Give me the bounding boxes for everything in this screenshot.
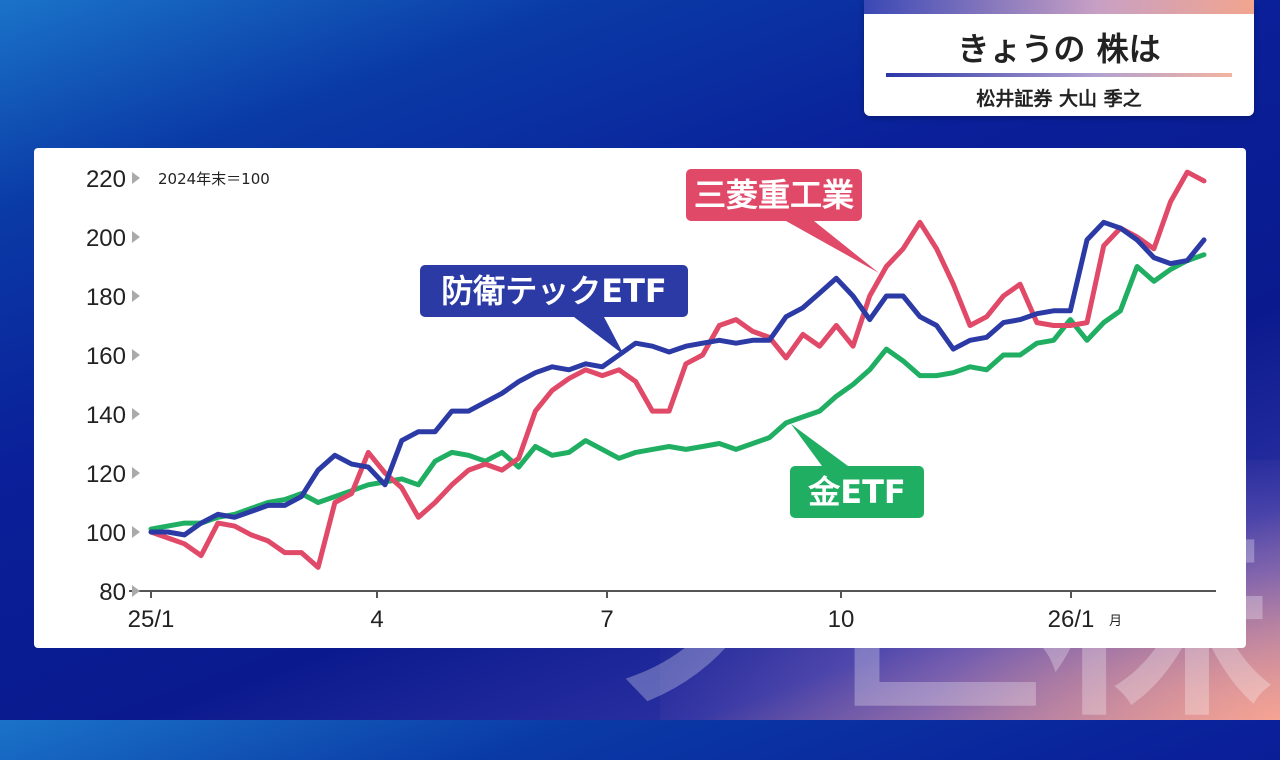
x-tick-label: 10 xyxy=(828,606,855,633)
y-tick-marker xyxy=(132,585,140,597)
line-chart: 80 100 120 140 160 180 200 220 25/1 4 7 10 26/1 月 2024… xyxy=(86,166,1216,633)
x-tick-label: 4 xyxy=(370,606,383,633)
series-callout-label: 金ETF xyxy=(807,473,906,511)
y-tick-label: 120 xyxy=(86,461,126,488)
chart-note: 2024年末＝100 xyxy=(158,170,270,188)
y-tick-marker xyxy=(132,231,140,243)
y-tick-marker xyxy=(132,467,140,479)
chart-card: 80 100 120 140 160 180 200 220 25/1 4 7 10 26/1 月 2024… xyxy=(34,148,1246,648)
series-line-0 xyxy=(148,169,1207,570)
y-tick-label: 80 xyxy=(99,579,126,606)
y-tick-label: 220 xyxy=(86,166,126,193)
callout-pointer xyxy=(786,221,879,273)
callout-pointer xyxy=(574,317,624,355)
series-callout-box xyxy=(790,466,924,518)
page-subtitle: 松井証券 大山 季之 xyxy=(976,88,1142,110)
title-accent-bar xyxy=(864,0,1254,14)
y-tick-label: 180 xyxy=(86,284,126,311)
y-tick-marker xyxy=(132,408,140,420)
x-tick-label: 26/1 xyxy=(1048,606,1095,633)
series-callout-box xyxy=(686,169,862,221)
x-tick-label: 7 xyxy=(600,606,613,633)
series-line-1 xyxy=(148,219,1207,538)
y-tick-label: 140 xyxy=(86,402,126,429)
callout-pointer xyxy=(791,424,848,466)
page-title: きょうの 株は xyxy=(957,30,1161,68)
y-tick-marker xyxy=(132,526,140,538)
title-divider xyxy=(886,73,1232,77)
y-tick-marker xyxy=(132,290,140,302)
series-callout-label: 防衛テックETF xyxy=(441,272,667,310)
y-tick-label: 100 xyxy=(86,520,126,547)
series-callout-box xyxy=(420,265,688,317)
x-unit-label: 月 xyxy=(1109,613,1122,628)
y-tick-label: 160 xyxy=(86,343,126,370)
x-tick-label: 25/1 xyxy=(128,606,175,633)
y-tick-label: 200 xyxy=(86,225,126,252)
y-tick-marker xyxy=(132,172,140,184)
title-panel: きょうの 株は 松井証券 大山 季之 xyxy=(864,0,1254,116)
y-tick-marker xyxy=(132,349,140,361)
series-line-2 xyxy=(148,252,1207,532)
series-callout-label: 三菱重工業 xyxy=(694,176,854,214)
